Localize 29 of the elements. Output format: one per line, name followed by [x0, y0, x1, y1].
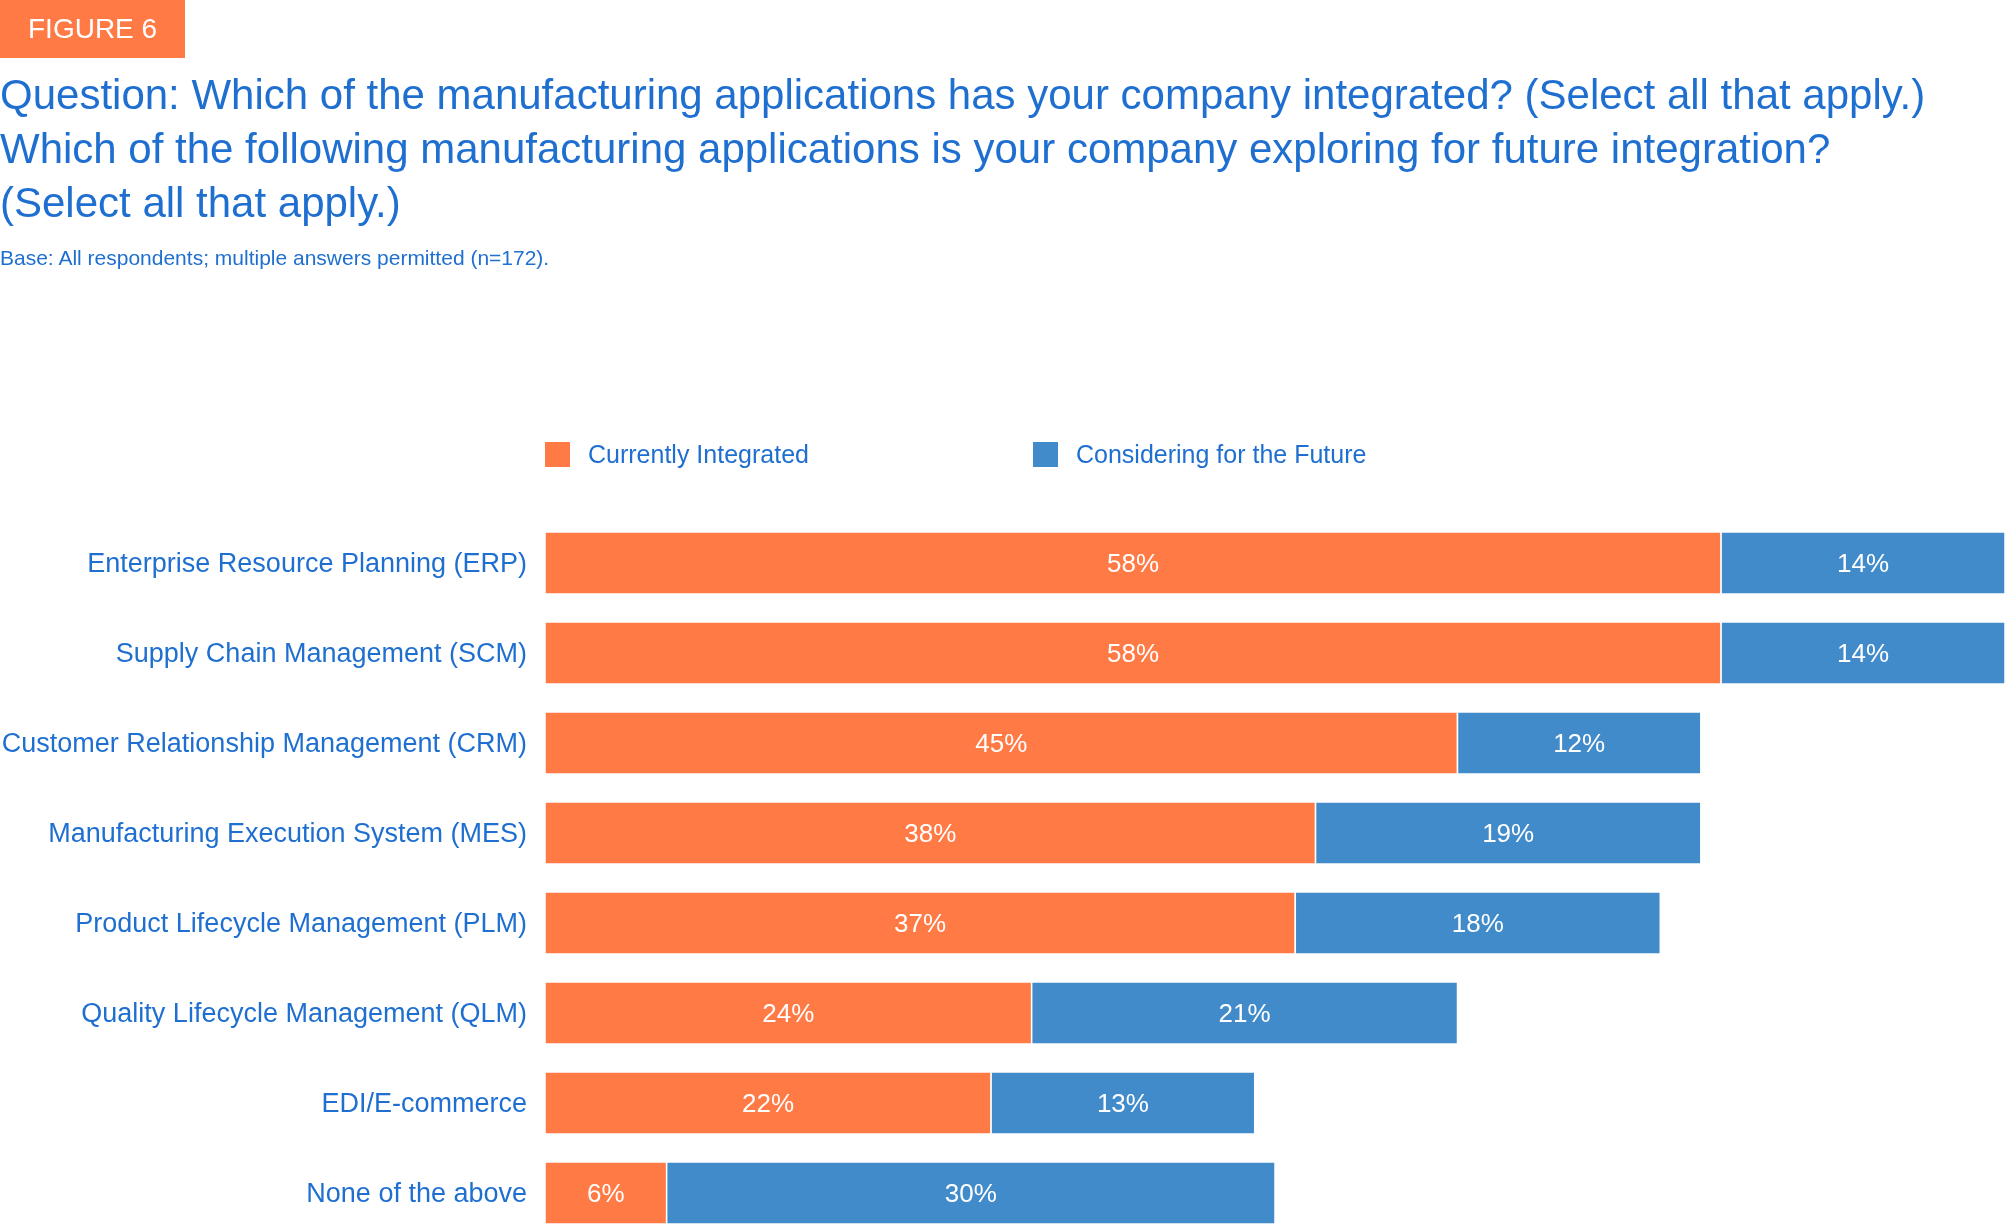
data-label: 18%	[1451, 908, 1504, 938]
y-tick-label: Manufacturing Execution System (MES)	[48, 818, 527, 848]
data-label: 12%	[1553, 728, 1606, 758]
caption: FIGURE 6	[0, 0, 186, 58]
data-label: 37%	[894, 908, 947, 938]
data-label: 13%	[1096, 1088, 1149, 1118]
data-label: 21%	[1218, 998, 1271, 1028]
data-label: 6%	[587, 1178, 625, 1208]
text: Base: All respondents; multiple answers permitted (n=172).	[0, 246, 550, 270]
data-label: 14%	[1837, 548, 1890, 578]
data-label: 30%	[944, 1178, 997, 1208]
y-tick-label: EDI/E-commerce	[321, 1088, 527, 1118]
data-label: 24%	[762, 998, 815, 1028]
legend-label: Currently Integrated	[588, 440, 809, 468]
data-label: 58%	[1107, 638, 1160, 668]
data-label: 58%	[1107, 548, 1160, 578]
y-tick-label: Quality Lifecycle Management (QLM)	[81, 998, 527, 1028]
data-label: 19%	[1482, 818, 1535, 848]
y-tick-label: Customer Relationship Management (CRM)	[1, 728, 527, 758]
legend-label: Considering for the Future	[1076, 440, 1367, 468]
data-label: 14%	[1837, 638, 1890, 668]
y-tick-label: Enterprise Resource Planning (ERP)	[87, 548, 527, 578]
y-tick-label: Supply Chain Management (SCM)	[115, 638, 527, 668]
y-tick-label: Product Lifecycle Management (PLM)	[75, 908, 527, 938]
data-label: 45%	[975, 728, 1028, 758]
chart-title: Question: Which of the manufacturing applications has your company integrated? (Select all that apply.) Which of the following manufacturing applications is your company exploring for future integration? (Select all that apply.)	[0, 70, 1927, 228]
data-label: 38%	[904, 818, 957, 848]
y-tick-label: None of the above	[306, 1178, 527, 1208]
data-label: 22%	[742, 1088, 795, 1118]
